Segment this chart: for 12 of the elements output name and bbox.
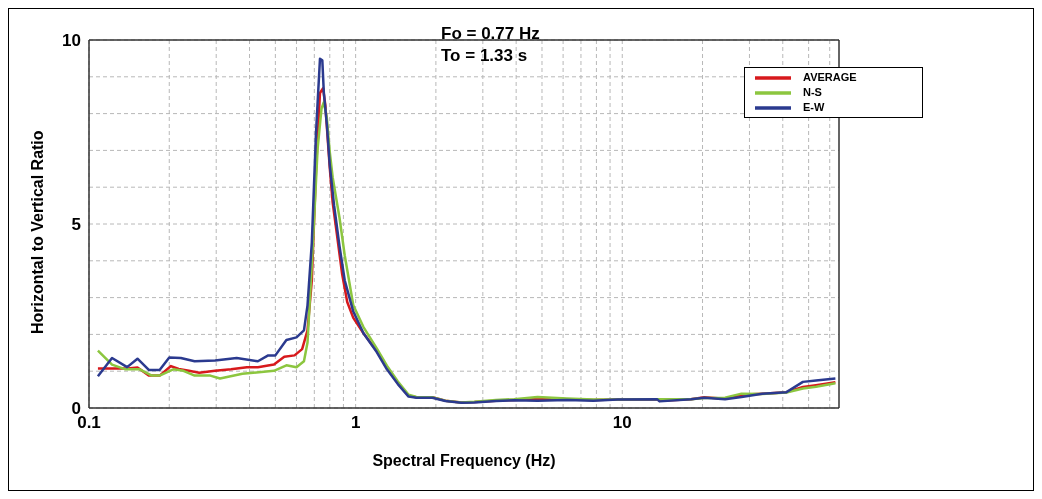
annotation: Fo = 0.77 Hz	[441, 23, 540, 45]
legend-label: N-S	[803, 85, 822, 100]
legend-label: AVERAGE	[803, 70, 857, 85]
y-axis-title: Horizontal to Vertical Ratio	[28, 130, 46, 334]
x-tick-label: 1	[350, 413, 361, 433]
annotation: To = 1.33 s	[441, 45, 529, 67]
x-axis-title: Spectral Frequency (Hz)	[372, 452, 556, 469]
y-tick-label: 5	[71, 215, 81, 235]
legend-label: E-W	[803, 100, 825, 115]
y-tick-label: 10	[62, 31, 81, 51]
x-tick-label: 0.1	[77, 413, 101, 433]
x-tick-label: 10	[612, 413, 632, 433]
